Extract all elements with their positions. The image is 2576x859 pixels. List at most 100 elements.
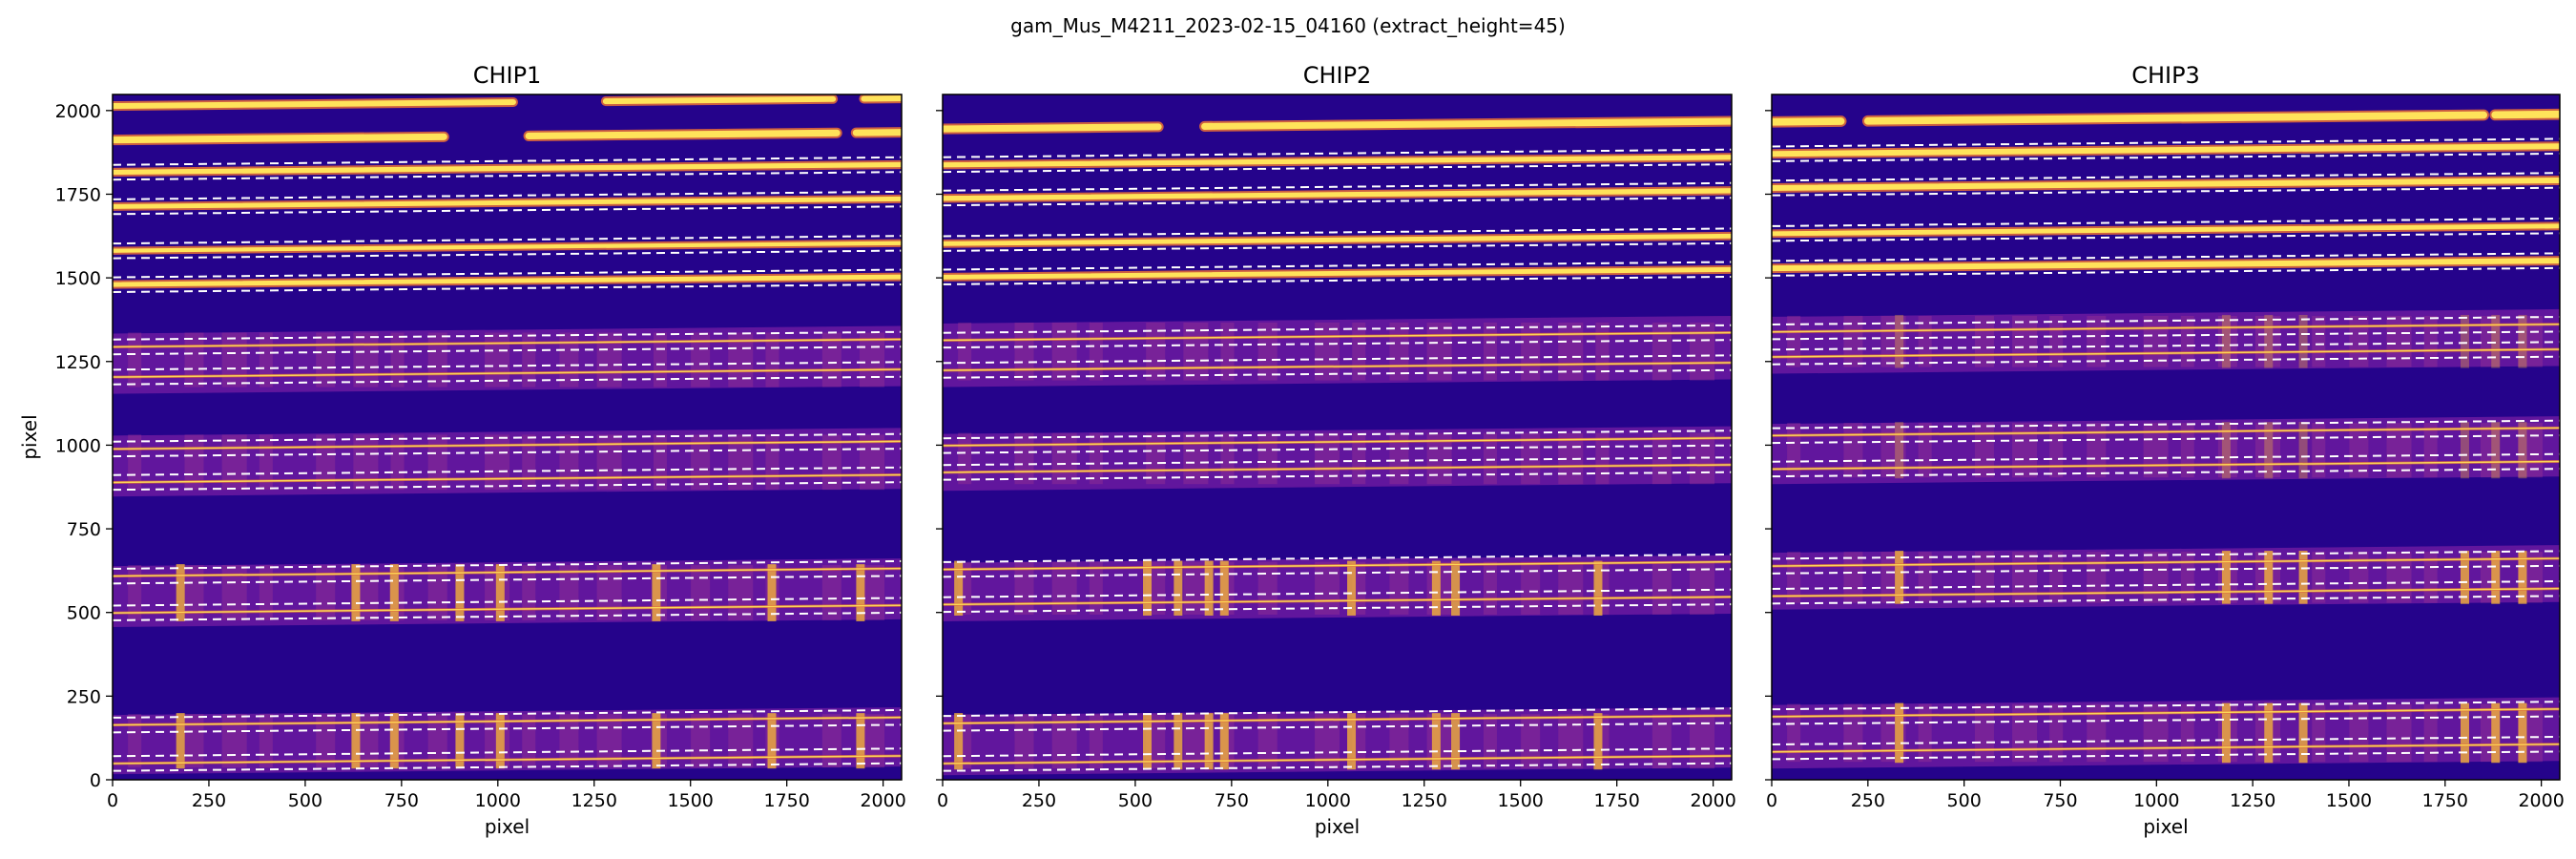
aperture-edge	[943, 339, 1732, 349]
band-patch	[559, 565, 579, 620]
aperture-edge	[1772, 341, 2560, 351]
aperture-edge	[943, 227, 1732, 238]
aperture-edge	[943, 261, 1732, 271]
sky-trace-core	[943, 715, 1732, 724]
band-patch	[1183, 561, 1209, 615]
star-trace-core	[1772, 177, 2560, 191]
band-patch	[1220, 322, 1235, 381]
band-patch	[1352, 322, 1366, 381]
band-patch	[2049, 423, 2064, 478]
emission-line	[767, 713, 777, 769]
band-patch	[1089, 561, 1103, 615]
y-tick-label: 0	[90, 770, 101, 791]
star-trace-core	[943, 233, 1732, 246]
aperture-edge	[943, 456, 1732, 467]
x-tick-label: 1250	[1402, 790, 1447, 811]
band-patch	[353, 332, 379, 388]
emission-line	[176, 564, 185, 621]
emission-line	[1431, 560, 1441, 616]
band-patch	[1089, 432, 1103, 485]
aperture-edge	[113, 283, 902, 293]
band-patch	[691, 565, 711, 620]
aperture-edge	[1772, 550, 2560, 560]
x-tick-label: 1500	[668, 790, 714, 811]
band-patch	[2143, 315, 2169, 367]
emission-line	[954, 560, 964, 616]
band-patch	[1974, 423, 1994, 478]
band-patch	[522, 332, 536, 388]
star-trace-core	[1201, 117, 1732, 130]
emission-line	[389, 713, 399, 769]
aperture-edge	[943, 588, 1732, 598]
band-patch	[390, 332, 405, 388]
aperture-edge	[1772, 735, 2560, 745]
aperture-edge	[113, 747, 902, 758]
band-patch	[128, 714, 142, 768]
star-trace-core	[113, 196, 902, 209]
band-patch	[221, 714, 247, 768]
aperture-edge	[1772, 266, 2560, 277]
band-patch	[485, 332, 510, 388]
band-patch	[2049, 703, 2064, 763]
emission-line	[1204, 560, 1214, 616]
band-patch	[316, 434, 336, 491]
band-patch	[653, 332, 667, 388]
aperture-edge	[113, 708, 902, 719]
band-patch	[1315, 561, 1340, 615]
band-patch	[2349, 315, 2369, 367]
chip-panel-2: CHIP2 0 250 500 750 1000 1250 1500 1750 2000 pixel	[936, 62, 1736, 838]
aperture-edge	[113, 466, 902, 476]
aperture-edge	[943, 707, 1732, 718]
sky-trace-core	[113, 368, 902, 378]
band-patch	[1220, 432, 1235, 485]
sky-trace-core	[1772, 557, 2560, 567]
sky-trace-core	[1772, 708, 2560, 718]
band-patch	[1014, 432, 1034, 485]
band-patch	[1483, 561, 1497, 615]
sky-trace-core	[1772, 587, 2560, 597]
emission-line	[1143, 713, 1153, 770]
band-patch	[390, 434, 405, 491]
emission-line	[1895, 422, 1904, 479]
emission-line	[495, 564, 505, 621]
star-trace-core	[943, 266, 1732, 280]
sky-trace-core	[943, 331, 1732, 342]
emission-line	[2491, 702, 2501, 764]
y-tick-label: 1250	[55, 352, 101, 373]
aperture-edge	[113, 611, 902, 621]
band-patch	[1257, 561, 1278, 615]
sky-trace-core	[113, 604, 902, 614]
y-tick-label: 1750	[55, 184, 101, 205]
sky-trace-core	[1772, 348, 2560, 358]
aperture-edge	[943, 368, 1732, 379]
sky-trace-core	[113, 716, 902, 726]
band-patch	[259, 565, 273, 620]
band-patch	[1014, 561, 1034, 615]
band-patch	[691, 714, 711, 768]
band-patch	[1089, 322, 1103, 381]
band-patch	[1787, 703, 1801, 763]
aperture-edge	[943, 603, 1732, 614]
sky-trace-core	[113, 338, 902, 348]
x-tick-label: 750	[2043, 790, 2077, 811]
band-patch	[1483, 714, 1497, 769]
aperture-edge	[113, 190, 902, 200]
aperture-edge	[943, 444, 1732, 454]
band-patch	[128, 332, 142, 388]
figure-title: gam_Mus_M4211_2023-02-15_04160 (extract_…	[1010, 14, 1566, 37]
aperture-edge	[113, 432, 902, 443]
sky-trace-core	[943, 560, 1732, 571]
star-trace-core	[1772, 143, 2560, 157]
aperture-edge	[943, 163, 1732, 174]
axes-frame	[942, 94, 1733, 781]
emission-line	[2491, 551, 2501, 604]
aperture-edge	[1772, 137, 2560, 148]
band-patch	[2012, 703, 2038, 763]
emission-line	[856, 564, 865, 621]
x-tick-label: 500	[1118, 790, 1153, 811]
band-patch	[2049, 552, 2064, 603]
x-tick-label: 0	[937, 790, 948, 811]
band-patch	[1652, 322, 1672, 381]
band-patch	[2386, 423, 2412, 478]
emission-line	[1895, 314, 1904, 368]
